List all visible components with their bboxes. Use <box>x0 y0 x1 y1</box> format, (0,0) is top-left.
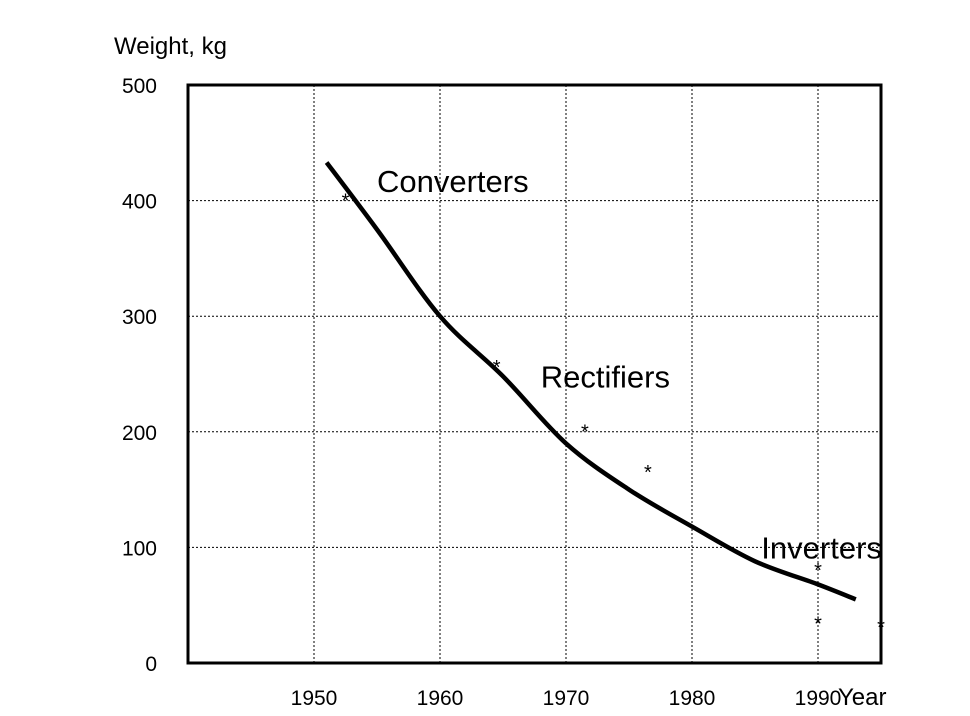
x-tick-label: 1970 <box>543 687 590 710</box>
annotations: Converters Rectifiers Inverters <box>377 164 882 565</box>
x-axis-label: Year <box>838 684 887 711</box>
data-point: * <box>342 190 350 212</box>
data-point: * <box>644 462 652 484</box>
annotation-converters: Converters <box>377 164 529 199</box>
y-tick-label: 0 <box>145 653 157 676</box>
y-axis-label: Weight, kg <box>114 33 227 60</box>
data-point: * <box>493 357 501 379</box>
data-point: * <box>877 617 885 639</box>
data-point: * <box>814 560 822 582</box>
y-tick-label: 100 <box>122 537 157 560</box>
y-tick-labels: 0 100 200 300 400 500 <box>122 75 157 676</box>
data-point: * <box>814 613 822 635</box>
x-tick-label: 1950 <box>291 687 338 710</box>
annotation-inverters: Inverters <box>761 530 882 565</box>
trend-curve <box>324 161 857 602</box>
x-tick-label: 1990 <box>795 687 842 710</box>
plot-frame <box>186 83 883 665</box>
y-tick-label: 500 <box>122 75 157 98</box>
y-tick-label: 200 <box>122 422 157 445</box>
data-points: * * * * * * * <box>342 190 886 639</box>
grid-lines <box>188 85 881 663</box>
x-tick-labels: 1950 1960 1970 1980 1990 <box>291 687 842 710</box>
y-tick-label: 400 <box>122 191 157 214</box>
data-point: * <box>581 421 589 443</box>
y-tick-label: 300 <box>122 306 157 329</box>
x-tick-label: 1960 <box>417 687 464 710</box>
x-tick-label: 1980 <box>669 687 716 710</box>
annotation-rectifiers: Rectifiers <box>541 359 670 394</box>
